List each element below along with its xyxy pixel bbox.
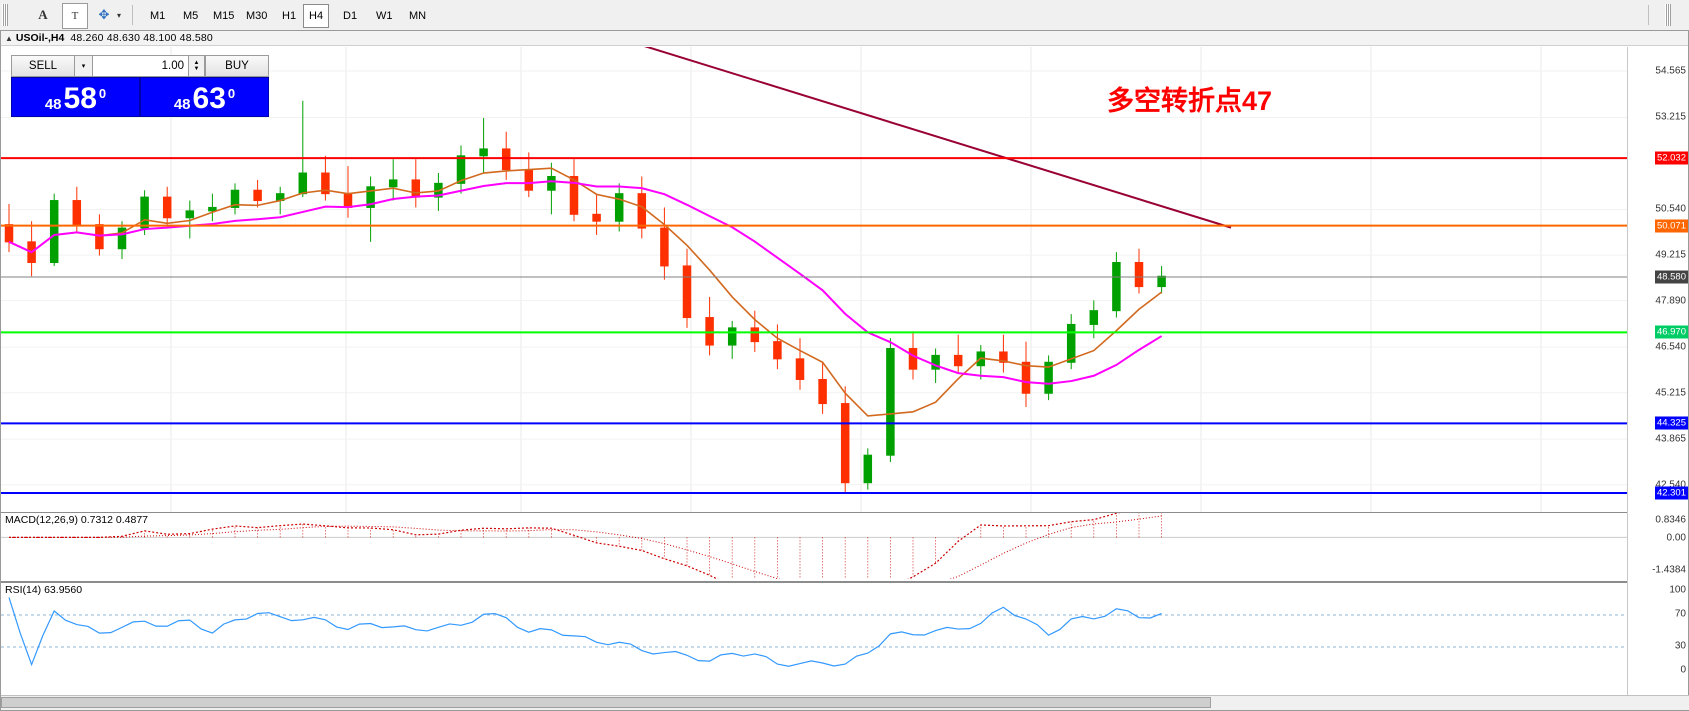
- sell-price-display[interactable]: 48 58 0: [11, 77, 140, 117]
- rsi-pane[interactable]: RSI(14) 63.9560: [1, 582, 1630, 688]
- level-price-label[interactable]: 50.071: [1654, 219, 1688, 233]
- buy-button[interactable]: BUY: [205, 55, 269, 77]
- chart-symbol-label: USOil-,H4: [15, 32, 65, 44]
- level-price-label[interactable]: 42.301: [1654, 486, 1688, 500]
- buy-price-display[interactable]: 48 63 0: [140, 77, 269, 117]
- volume-input[interactable]: 1.00: [93, 55, 189, 77]
- price-tick: 42.540: [1655, 479, 1686, 491]
- macd-label: MACD(12,26,9) 0.7312 0.4877: [5, 514, 149, 526]
- scrollbar-thumb[interactable]: [1, 697, 1211, 708]
- toolbar-divider: [132, 5, 133, 25]
- timeframe-mn[interactable]: MN: [409, 10, 427, 22]
- rsi-tick: 0: [1680, 664, 1686, 676]
- chart-window: ▲ USOil-,H4 48.260 48.630 48.100 48.580 …: [0, 30, 1689, 711]
- macd-pane[interactable]: MACD(12,26,9) 0.7312 0.4877: [1, 512, 1630, 582]
- toolbar: A T ✥ ▾ M1 M5 M15 M30 H1 H4 D1 W1 MN: [0, 0, 1689, 31]
- collapse-icon[interactable]: ▲: [5, 33, 13, 43]
- price-scale[interactable]: 54.565 53.215 50.540 49.215 47.890 46.540 45.2…: [1627, 47, 1688, 695]
- price-plot: [1, 47, 1630, 512]
- price-tick: 43.865: [1655, 433, 1686, 445]
- toolbar-divider-right: [1648, 5, 1649, 25]
- buy-price-fraction: 0: [227, 86, 236, 101]
- text-label-tool-icon[interactable]: T: [62, 3, 88, 29]
- level-price-label[interactable]: 46.970: [1654, 325, 1688, 339]
- sell-price-major: 58: [63, 82, 97, 115]
- price-tick: 49.215: [1655, 249, 1686, 261]
- drawing-tools-dropdown-icon[interactable]: ▾: [116, 10, 121, 20]
- timeframe-h4[interactable]: H4: [303, 4, 330, 28]
- current-price-label[interactable]: 48.580: [1654, 270, 1688, 284]
- grip-handle-icon[interactable]: [2, 4, 8, 26]
- rsi-plot: [1, 597, 1630, 667]
- volume-dropdown-icon[interactable]: ▾: [75, 55, 93, 77]
- rsi-tick: 70: [1674, 608, 1686, 620]
- timeframe-w1[interactable]: W1: [376, 10, 393, 22]
- rsi-tick: 100: [1669, 584, 1686, 596]
- chart-ohlc-values: 48.260 48.630 48.100 48.580: [70, 32, 213, 44]
- buy-price-major: 63: [192, 82, 226, 115]
- one-click-price-row: 48 58 0 48 63 0: [11, 77, 269, 117]
- timeframe-m15[interactable]: M15: [213, 10, 235, 22]
- price-pane[interactable]: [1, 47, 1630, 512]
- rsi-tick: 30: [1674, 640, 1686, 652]
- rsi-label: RSI(14) 63.9560: [5, 584, 83, 596]
- one-click-top-row: SELL ▾ 1.00 ▲ ▼ BUY: [11, 55, 269, 77]
- grip-handle-right-icon[interactable]: [1665, 4, 1671, 26]
- one-click-trading-panel[interactable]: SELL ▾ 1.00 ▲ ▼ BUY 48 58 0 48 63 0: [11, 55, 269, 117]
- text-tool-icon[interactable]: A: [38, 7, 48, 22]
- sell-price-fraction: 0: [98, 86, 107, 101]
- stepper-down-icon[interactable]: ▼: [193, 66, 200, 72]
- price-tick: 46.540: [1655, 341, 1686, 353]
- macd-tick: -1.4384: [1652, 564, 1686, 576]
- stepper-up-icon[interactable]: ▲: [193, 60, 200, 66]
- sell-price-integer: 48: [44, 96, 62, 113]
- level-price-label[interactable]: 44.325: [1654, 416, 1688, 430]
- macd-plot: [1, 513, 1630, 579]
- timeframe-d1[interactable]: D1: [343, 10, 358, 22]
- price-tick: 54.565: [1655, 65, 1686, 77]
- price-tick: 47.890: [1655, 295, 1686, 307]
- timeframe-h1[interactable]: H1: [282, 10, 297, 22]
- price-tick: 50.540: [1655, 203, 1686, 215]
- chart-titlebar: ▲ USOil-,H4 48.260 48.630 48.100 48.580: [1, 31, 1688, 46]
- timeframe-m1[interactable]: M1: [150, 10, 166, 22]
- level-price-label[interactable]: 52.032: [1654, 151, 1688, 165]
- macd-tick: 0.8346: [1655, 514, 1686, 526]
- chart-annotation-text: 多空转折点47: [1107, 86, 1273, 116]
- drawing-tools-icon[interactable]: ✥: [98, 7, 110, 22]
- price-tick: 53.215: [1655, 111, 1686, 123]
- timeframe-m30[interactable]: M30: [246, 10, 268, 22]
- buy-price-integer: 48: [173, 96, 191, 113]
- horizontal-scrollbar[interactable]: [1, 695, 1689, 710]
- timeframe-m5[interactable]: M5: [183, 10, 199, 22]
- volume-stepper[interactable]: ▲ ▼: [189, 55, 205, 77]
- sell-button[interactable]: SELL: [11, 55, 75, 77]
- macd-tick: 0.00: [1666, 532, 1686, 544]
- price-tick: 45.215: [1655, 387, 1686, 399]
